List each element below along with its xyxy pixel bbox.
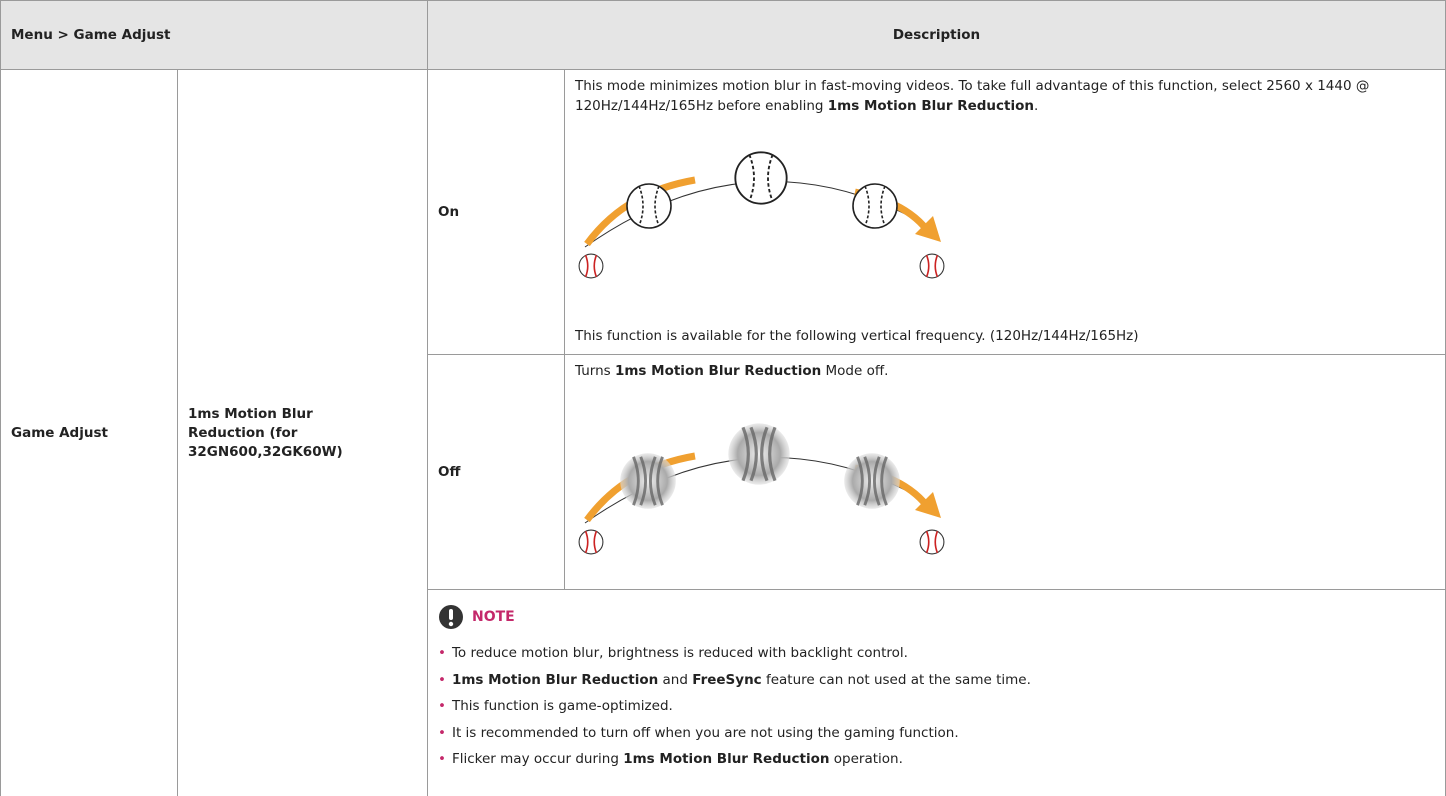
text: This mode minimizes motion blur in fast-… xyxy=(575,78,1370,114)
setting: 1ms Motion Blur Reduction (for 32GN600,3… xyxy=(188,405,343,460)
option-label: On xyxy=(438,204,460,220)
setting-cell: 1ms Motion Blur Reduction (for 32GN600,3… xyxy=(178,70,428,796)
menu-item-cell: Game Adjust xyxy=(0,70,178,796)
text: It is recommended to turn off when you a… xyxy=(451,724,959,741)
note-item: Flicker may occur during 1ms Motion Blur… xyxy=(438,746,1435,773)
text: and xyxy=(658,671,693,688)
paragraph: This function is available for the follo… xyxy=(575,326,1139,346)
text: feature can not used at the same time. xyxy=(761,671,1031,688)
note-box: NOTE To reduce motion blur, brightness i… xyxy=(428,590,1446,796)
note-item: 1ms Motion Blur Reduction and FreeSync f… xyxy=(438,667,1435,694)
menu-item: Game Adjust xyxy=(11,425,108,441)
bold-text: 1ms Motion Blur Reduction xyxy=(827,98,1035,114)
note-item: It is recommended to turn off when you a… xyxy=(438,720,1435,747)
illustration-off xyxy=(578,422,945,555)
paragraph: This mode minimizes motion blur in fast-… xyxy=(575,76,1435,116)
illustration-on xyxy=(578,151,945,279)
text: This function is game-optimized. xyxy=(451,698,673,714)
option-description: Turns 1ms Motion Blur Reduction Mode off… xyxy=(565,355,1446,590)
note-heading: NOTE xyxy=(438,604,1435,630)
note-item: This function is game-optimized. xyxy=(438,693,1435,720)
bold-text: 1ms Motion Blur Reduction xyxy=(614,363,822,379)
paragraph: Turns 1ms Motion Blur Reduction Mode off… xyxy=(575,361,1435,381)
text: Mode off. xyxy=(821,363,889,379)
note-icon xyxy=(439,605,463,629)
text: . xyxy=(1034,98,1039,114)
option-label-cell: Off xyxy=(428,355,565,590)
text: This function is available for the follo… xyxy=(575,328,1139,344)
note-item: To reduce motion blur, brightness is red… xyxy=(438,640,1435,667)
header-menu-text: Menu > Game Adjust xyxy=(11,27,171,43)
text: operation. xyxy=(829,751,903,767)
header-description-text: Description xyxy=(892,27,981,43)
bold-text: 1ms Motion Blur Reduction xyxy=(451,671,659,688)
header-description: Description xyxy=(428,0,1446,70)
text: To reduce motion blur, brightness is red… xyxy=(451,645,908,661)
text: Flicker may occur during xyxy=(451,751,624,767)
note-title: NOTE xyxy=(472,609,515,625)
option-label-cell: On xyxy=(428,70,565,355)
bold-text: FreeSync xyxy=(692,671,762,688)
header-menu: Menu > Game Adjust xyxy=(0,0,428,70)
text: Turns xyxy=(575,363,615,379)
bold-text: 1ms Motion Blur Reduction xyxy=(623,751,830,767)
option-label: Off xyxy=(438,464,461,480)
option-description: This mode minimizes motion blur in fast-… xyxy=(565,70,1446,355)
